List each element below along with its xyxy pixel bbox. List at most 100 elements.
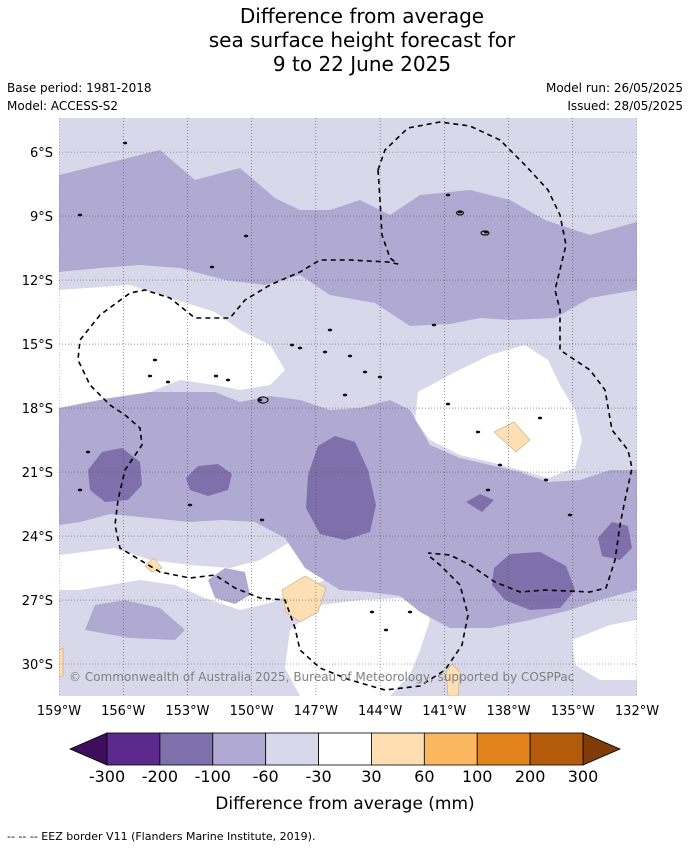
island-outline	[342, 393, 348, 397]
island-outline	[297, 346, 303, 350]
colorbar-swatch	[212, 732, 267, 766]
island-outline	[369, 610, 375, 614]
lat-tick-label: 18°S	[22, 402, 53, 417]
strong-negative-core-central	[306, 436, 376, 540]
colorbar-swatch	[423, 732, 478, 766]
lat-tick-label: 15°S	[22, 338, 53, 353]
model-name: Model: ACCESS-S2	[7, 99, 119, 113]
lat-tick-label: 24°S	[22, 530, 53, 545]
colorbar-tick-label: -60	[253, 767, 279, 786]
island-outline	[362, 370, 368, 374]
island-outline	[537, 416, 543, 420]
lat-tick-label: 21°S	[22, 466, 53, 481]
lon-tick-label: 150°W	[230, 704, 274, 719]
near-average-region-southeast	[572, 620, 637, 680]
lon-tick-label: 153°W	[165, 704, 209, 719]
lat-tick-label: 12°S	[22, 274, 53, 289]
island-outline	[257, 396, 269, 404]
issued-date: Issued: 28/05/2025	[567, 99, 683, 113]
island-outline	[243, 234, 249, 238]
map-title: Difference from average sea surface heig…	[0, 4, 690, 76]
colorbar-swatch	[476, 732, 531, 766]
map-area	[59, 118, 637, 696]
negative-band-north	[59, 150, 637, 326]
island-outline	[77, 488, 83, 492]
positive-patch-southwest	[144, 557, 163, 573]
strong-negative-core-west	[88, 448, 142, 502]
island-outline	[77, 213, 83, 217]
latitude-labels: 6°S 9°S 12°S 15°S 18°S 21°S 24°S 27°S 30°S	[22, 146, 53, 673]
colorbar-extend-low	[68, 732, 108, 766]
islands	[77, 141, 573, 632]
lon-tick-label: 144°W	[358, 704, 402, 719]
colorbar: -300 -200 -100 -60 -30 30 60 100 200 300	[68, 732, 622, 786]
colorbar-tick-label: -200	[142, 767, 178, 786]
island-outline	[347, 354, 353, 358]
eez-border-central	[377, 121, 633, 593]
island-outline	[152, 358, 158, 362]
island-outline	[289, 343, 295, 347]
title-line-3: 9 to 22 June 2025	[272, 52, 452, 76]
island-outline	[407, 610, 413, 614]
colorbar-swatch	[159, 732, 214, 766]
island-outline	[259, 518, 265, 522]
base-period: Base period: 1981-2018	[7, 81, 152, 95]
colorbar-tick-label: -30	[305, 767, 331, 786]
island-outline	[327, 328, 333, 332]
lon-tick-label: 135°W	[551, 704, 595, 719]
colorbar-swatch	[106, 732, 161, 766]
island-outline	[431, 323, 437, 327]
title-line-1: Difference from average	[239, 4, 485, 28]
island-outline	[497, 463, 503, 467]
model-run: Model run: 26/05/2025	[545, 81, 683, 95]
colorbar-tick-label: 100	[462, 767, 493, 786]
near-average-region-east	[415, 345, 582, 478]
colorbar-swatch	[318, 732, 372, 766]
island-outline	[383, 628, 389, 632]
island-outline	[147, 374, 153, 378]
eez-border-cook-islands	[77, 169, 469, 691]
gridlines	[59, 118, 637, 696]
strong-negative-core-southeast	[492, 552, 575, 610]
near-average-region-west	[59, 285, 285, 415]
island-outline	[377, 375, 383, 379]
island-outline	[485, 488, 491, 492]
lat-tick-label: 30°S	[22, 658, 53, 673]
negative-band-southwest	[85, 600, 185, 640]
colorbar-swatch	[529, 732, 584, 766]
eez-legend: -- -- -- EEZ border V11 (Flanders Marine…	[7, 830, 316, 843]
island-outline	[455, 210, 465, 216]
lat-tick-label: 9°S	[30, 210, 53, 225]
positive-patch-south-central	[281, 575, 327, 623]
island-outline	[213, 374, 219, 378]
lat-tick-label: 27°S	[22, 594, 53, 609]
island-outline	[165, 380, 171, 384]
island-outline	[567, 513, 573, 517]
title-line-2: sea surface height forecast for	[208, 28, 516, 52]
colorbar-title: Difference from average (mm)	[215, 794, 474, 814]
strong-negative-core-east	[598, 522, 632, 560]
near-average-region-south	[285, 598, 430, 696]
island-outline	[322, 350, 328, 354]
island-outline	[187, 503, 193, 507]
island-outline	[122, 141, 128, 145]
lat-tick-label: 6°S	[30, 146, 53, 161]
colorbar-tick-label: -300	[89, 767, 125, 786]
colorbar-tick-label: -100	[195, 767, 231, 786]
island-outline	[445, 402, 451, 406]
lon-tick-label: 159°W	[37, 704, 81, 719]
colorbar-tick-label: 200	[515, 767, 546, 786]
strong-negative-core-tiny	[466, 494, 494, 512]
island-outline	[85, 450, 91, 454]
lon-tick-label: 147°W	[294, 704, 338, 719]
positive-patch-south	[445, 663, 461, 696]
colorbar-tick-label: 30	[361, 767, 381, 786]
island-outline	[543, 478, 549, 482]
colorbar-tick-label: 300	[568, 767, 599, 786]
lon-tick-label: 156°W	[101, 704, 145, 719]
colorbar-swatch	[265, 732, 319, 766]
lon-tick-label: 138°W	[486, 704, 530, 719]
island-outline	[445, 193, 451, 197]
lon-tick-label: 132°W	[615, 704, 659, 719]
